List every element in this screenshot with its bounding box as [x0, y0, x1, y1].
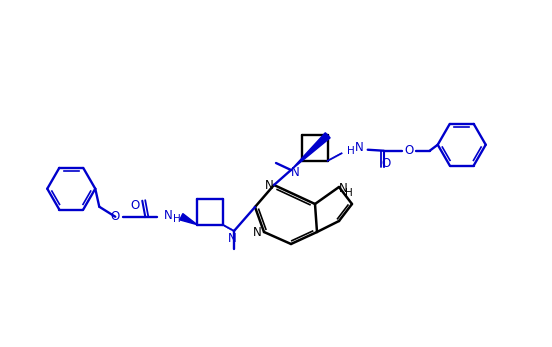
Text: N: N	[253, 227, 262, 239]
Text: O: O	[404, 144, 413, 157]
Text: O: O	[381, 157, 390, 170]
Text: N: N	[338, 181, 347, 195]
Text: O: O	[131, 199, 140, 212]
Polygon shape	[180, 214, 197, 225]
Text: H: H	[345, 188, 353, 198]
Text: H: H	[347, 146, 354, 156]
Polygon shape	[291, 133, 330, 170]
Text: N: N	[264, 178, 273, 192]
Text: N: N	[227, 232, 236, 245]
Text: N: N	[355, 141, 364, 154]
Text: O: O	[110, 210, 120, 223]
Text: H: H	[173, 214, 181, 224]
Text: N: N	[164, 209, 173, 222]
Text: N: N	[290, 166, 299, 178]
